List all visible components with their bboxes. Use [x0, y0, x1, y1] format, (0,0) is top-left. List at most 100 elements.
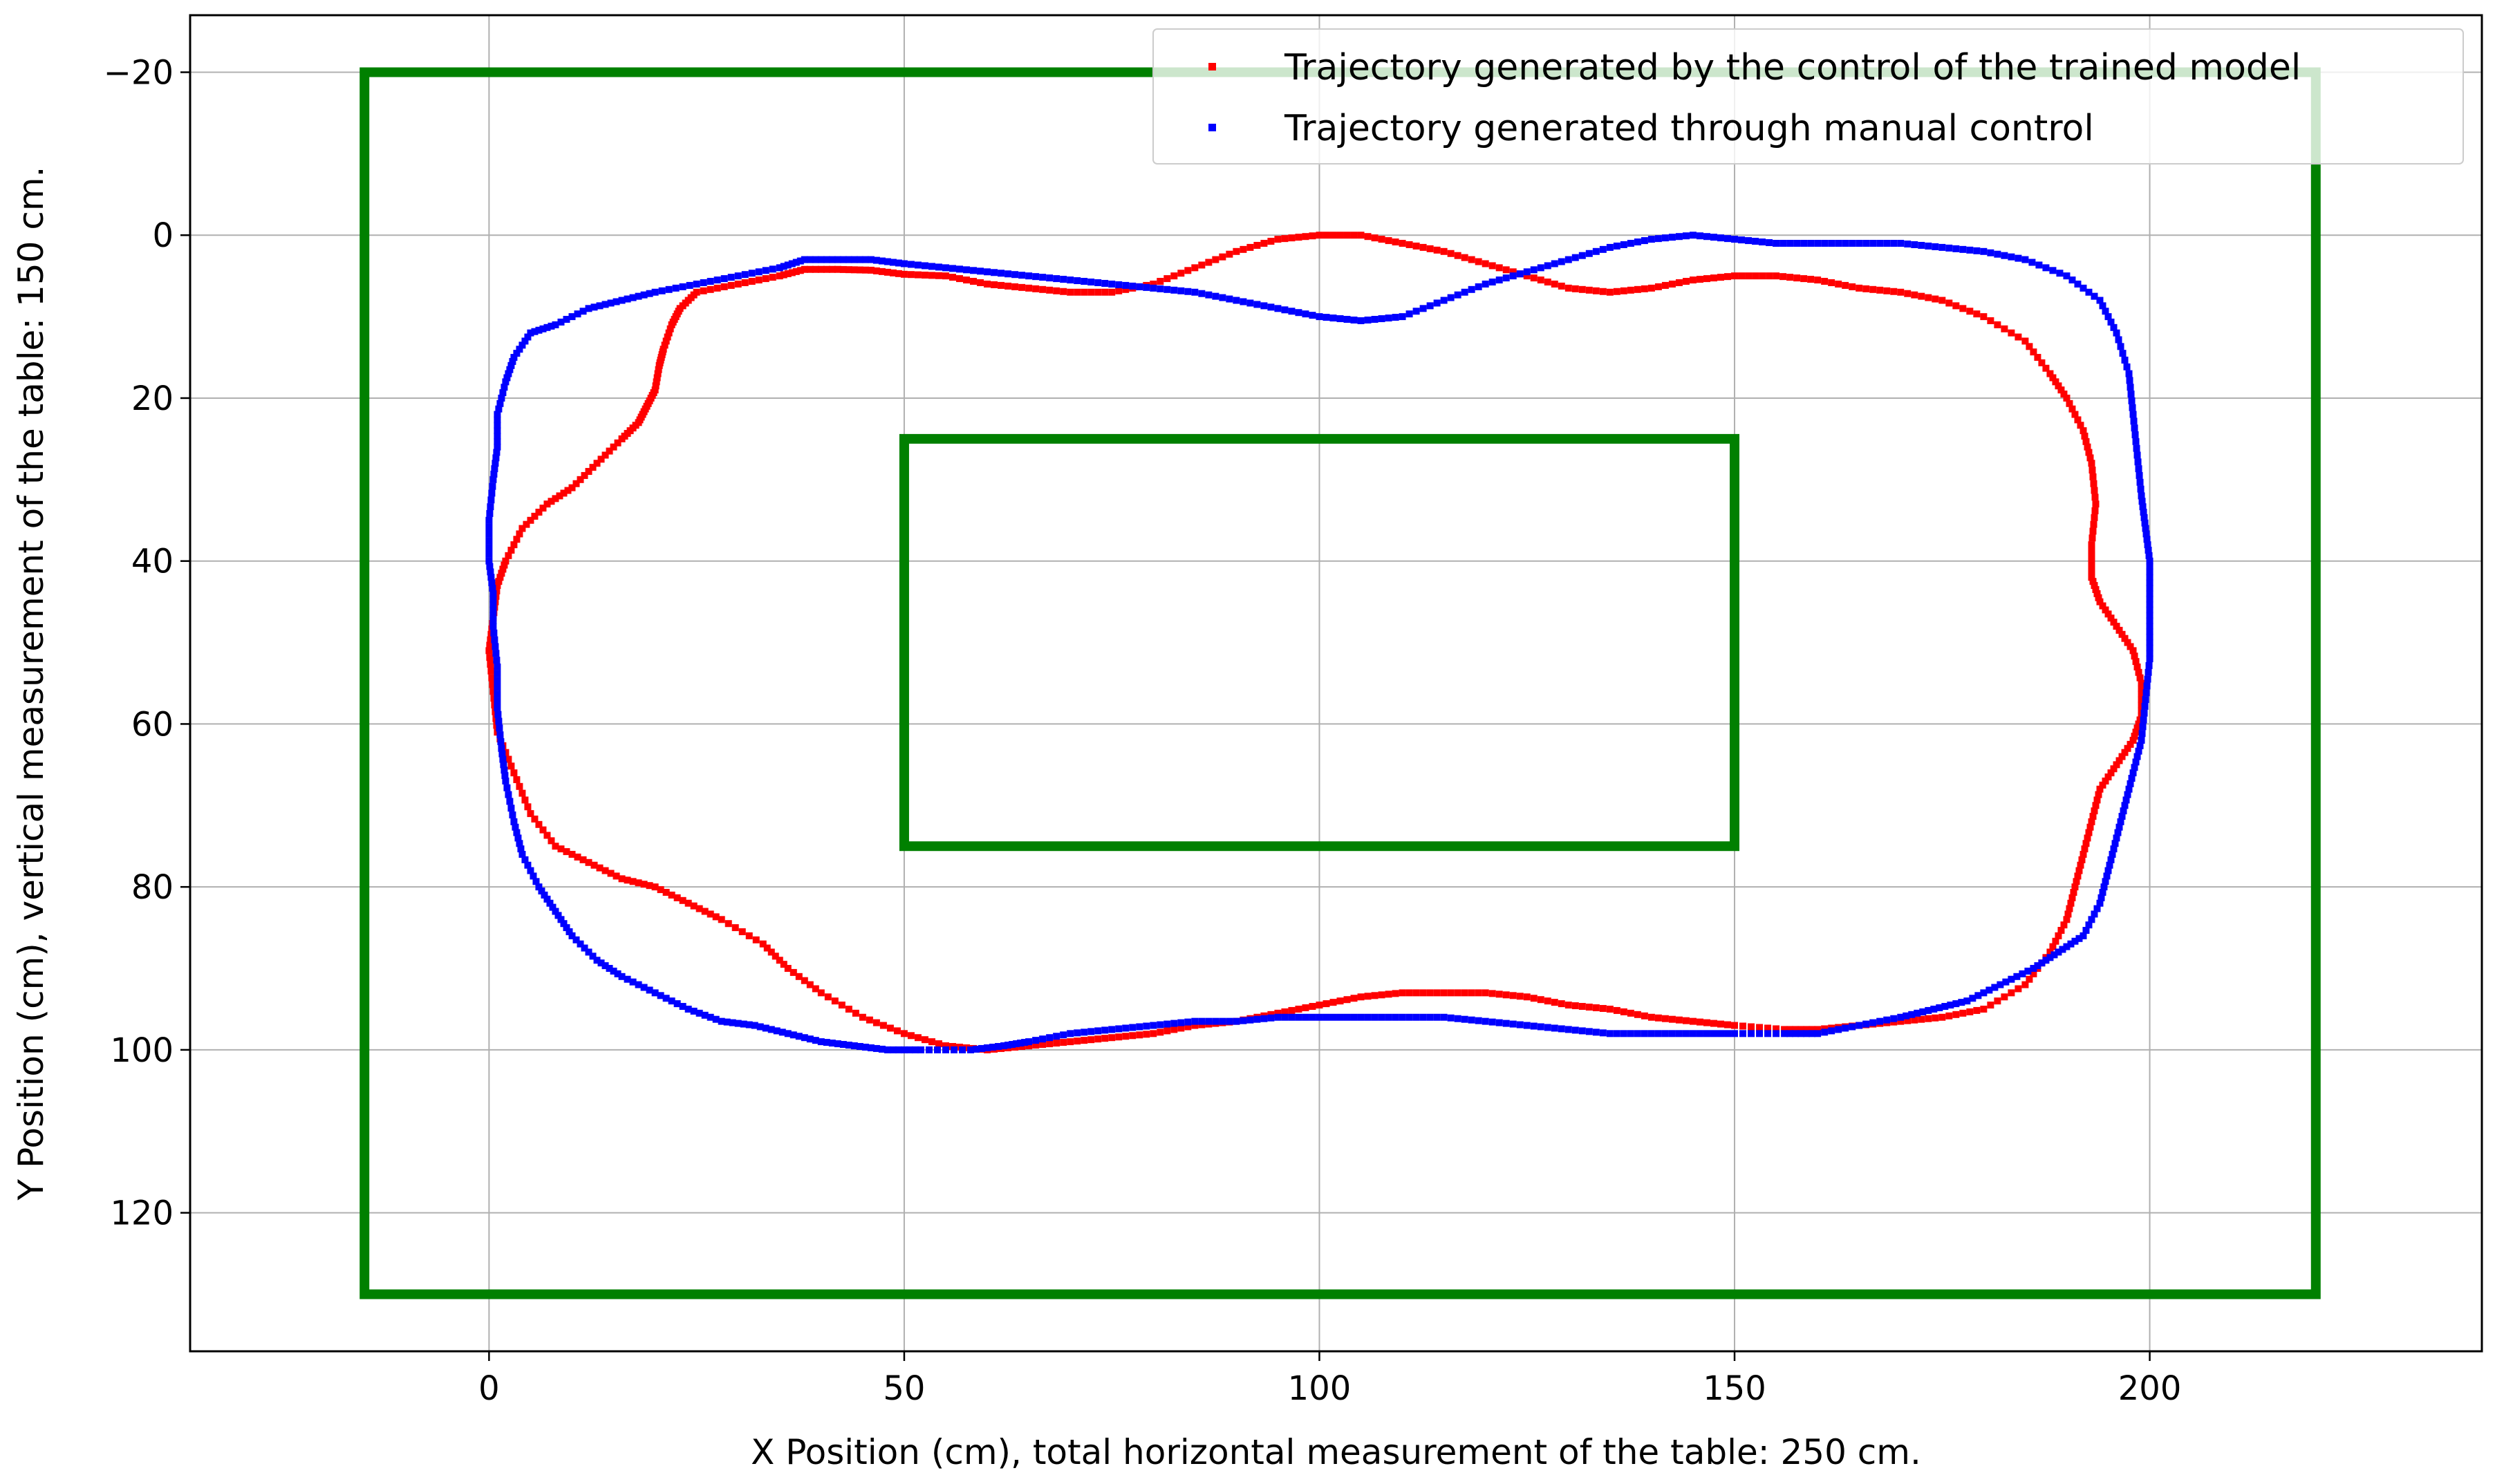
data-point — [1198, 1017, 1206, 1025]
data-point — [755, 276, 763, 284]
data-point — [2140, 709, 2148, 717]
data-point — [494, 697, 501, 705]
legend-label-manual-control: Trajectory generated through manual cont… — [1284, 108, 2094, 149]
data-point — [1530, 274, 1538, 282]
data-point — [662, 337, 670, 345]
data-point — [2068, 405, 2076, 413]
data-point — [1828, 1027, 1835, 1035]
data-point — [2146, 650, 2153, 657]
data-point — [1766, 239, 1773, 247]
data-point — [1773, 240, 1780, 247]
data-point — [2071, 883, 2079, 891]
data-point — [1157, 1021, 1164, 1029]
data-point — [2021, 256, 2029, 263]
data-point — [2091, 507, 2099, 515]
data-point — [1994, 321, 2001, 328]
data-point — [1710, 1030, 1717, 1037]
data-point — [1295, 309, 1302, 317]
data-point — [867, 256, 875, 263]
data-point — [788, 269, 796, 276]
data-point — [1253, 241, 1261, 249]
data-point — [1717, 1030, 1725, 1037]
data-point — [2107, 614, 2115, 622]
data-point — [684, 1005, 692, 1013]
data-point — [2086, 454, 2094, 462]
data-point — [2139, 503, 2147, 511]
data-point — [1564, 284, 1572, 292]
data-point — [1122, 1033, 1130, 1040]
data-point — [601, 962, 609, 970]
data-point — [1129, 1024, 1137, 1031]
data-point — [543, 323, 551, 331]
data-point — [1759, 272, 1766, 280]
data-point — [1405, 310, 1413, 318]
data-point — [1578, 1027, 1586, 1035]
data-point — [1412, 242, 1420, 250]
data-point — [2082, 438, 2090, 445]
data-point — [1281, 1008, 1289, 1015]
data-point — [1661, 1015, 1669, 1022]
data-point — [1426, 1013, 1434, 1021]
data-point — [1997, 981, 2004, 988]
data-point — [2002, 978, 2010, 986]
data-point — [1482, 1017, 1489, 1025]
data-point — [1246, 1016, 1254, 1024]
data-point — [1385, 990, 1392, 998]
data-point — [2127, 643, 2134, 650]
data-point — [795, 1033, 803, 1040]
data-point — [1941, 1003, 1949, 1011]
data-point — [509, 811, 516, 819]
data-point — [1260, 1015, 1268, 1022]
data-point — [2088, 552, 2095, 559]
data-point — [498, 744, 505, 752]
data-point — [1724, 1021, 1732, 1029]
data-point — [574, 310, 581, 318]
data-point — [1862, 240, 1870, 247]
data-point — [521, 856, 529, 863]
data-point — [1745, 237, 1753, 245]
data-point — [1530, 995, 1538, 1002]
data-point — [740, 1020, 747, 1028]
data-point — [812, 985, 819, 993]
data-point — [1025, 272, 1033, 280]
data-point — [1627, 286, 1634, 294]
data-point — [1564, 1002, 1572, 1009]
data-point — [1883, 287, 1891, 294]
data-point — [2091, 487, 2098, 494]
data-point — [1000, 1042, 1008, 1050]
data-point — [1963, 997, 1971, 1005]
data-point — [2089, 527, 2097, 535]
data-point — [505, 755, 512, 763]
data-point — [1842, 1024, 1849, 1032]
data-point — [828, 1040, 836, 1047]
data-point — [1392, 314, 1399, 321]
data-point — [1509, 268, 1517, 276]
data-point — [2146, 568, 2153, 576]
data-point — [1309, 312, 1316, 319]
data-point — [1177, 1024, 1185, 1032]
data-point — [1502, 991, 1510, 999]
data-point — [789, 968, 797, 976]
data-point — [1675, 279, 1683, 286]
data-point — [828, 256, 836, 263]
data-point — [1094, 1027, 1102, 1035]
data-point — [1578, 252, 1586, 259]
data-point — [1004, 270, 1012, 278]
data-point — [1260, 302, 1268, 310]
data-point — [789, 1031, 797, 1039]
data-point — [1316, 1013, 1323, 1021]
data-point — [494, 432, 501, 440]
data-point — [2138, 701, 2145, 708]
data-point — [884, 268, 891, 276]
data-point — [2099, 889, 2106, 896]
data-point — [1177, 270, 1185, 277]
data-point — [489, 688, 497, 695]
data-point — [812, 1037, 819, 1044]
data-point — [2084, 834, 2091, 842]
data-point — [495, 405, 503, 413]
data-point — [1918, 292, 1925, 300]
data-point — [640, 984, 648, 991]
data-point — [2133, 753, 2141, 760]
data-point — [856, 266, 863, 274]
data-point — [2143, 682, 2151, 690]
